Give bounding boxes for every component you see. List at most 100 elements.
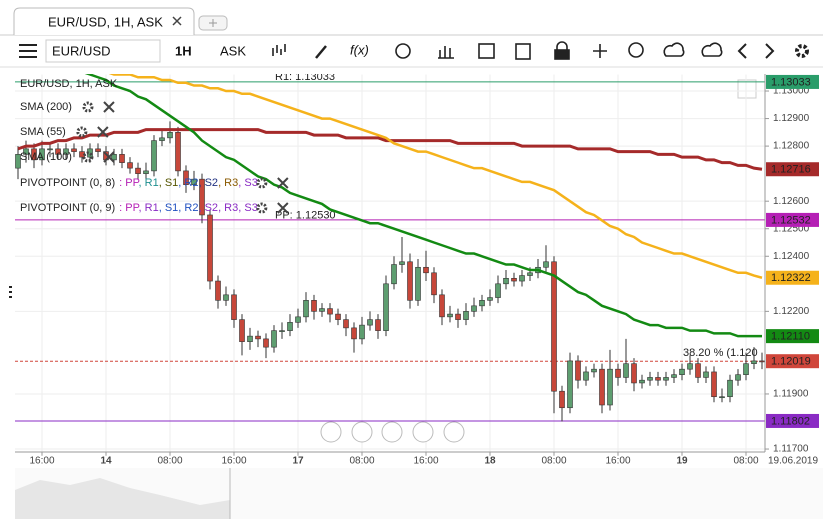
remove-icon[interactable] (277, 202, 289, 214)
interval-button[interactable]: 1H (175, 43, 192, 58)
pivot-level: , R2 (178, 177, 198, 189)
tab-title: EUR/USD, 1H, ASK (48, 14, 163, 29)
candle-body (663, 377, 669, 381)
pivot-level: , R1 (139, 202, 159, 214)
pivot-level: , S3 (238, 202, 258, 214)
upload-icon[interactable] (663, 42, 685, 57)
y-tick-label: 1.12500 (773, 223, 810, 234)
remove-icon[interactable] (277, 177, 289, 189)
info-icon[interactable] (395, 43, 411, 59)
next-button[interactable] (765, 43, 775, 59)
zoom-in[interactable] (412, 421, 434, 443)
lock-icon[interactable] (556, 41, 568, 50)
candle-body (47, 148, 53, 151)
candle-body (287, 322, 293, 331)
candle-body (639, 379, 645, 384)
settings-icon[interactable] (82, 151, 94, 163)
prev-button[interactable] (737, 43, 747, 59)
candle-body (167, 132, 173, 139)
menu-button[interactable] (19, 44, 37, 58)
date-label: 19.06.2019 (768, 456, 818, 467)
remove-icon[interactable] (103, 151, 115, 163)
candle-body (191, 178, 197, 185)
price-box (766, 270, 819, 285)
candle-body (503, 277, 509, 285)
candle-body (471, 305, 477, 312)
navigator-area (15, 478, 230, 519)
candle-body (751, 360, 757, 364)
y-tick-label: 1.12900 (773, 113, 810, 124)
candle-body (95, 148, 101, 152)
candle-body (623, 363, 629, 378)
reset[interactable] (381, 421, 403, 443)
tab-close[interactable] (172, 16, 182, 26)
price-box (766, 413, 819, 428)
price-box (766, 212, 819, 227)
y-tick-label: 1.12600 (773, 196, 810, 207)
indicator-icon[interactable] (438, 46, 454, 59)
candle-body (455, 313, 461, 320)
price-box (766, 329, 819, 344)
remove-icon[interactable] (103, 101, 115, 113)
candle-body (279, 330, 285, 332)
side-button[interactable]: ASK (220, 43, 246, 58)
x-tick-label: 19 (676, 455, 688, 466)
price-box-label: 1.12532 (771, 214, 811, 226)
chart-type-icon[interactable] (272, 44, 286, 56)
y-tick-label: 1.11900 (773, 389, 809, 400)
candle-body (335, 313, 341, 320)
candle-body (119, 154, 125, 163)
scroll-right[interactable] (443, 421, 465, 443)
candle-body (407, 261, 413, 301)
scroll-buttons (320, 421, 465, 443)
candle-body (63, 148, 69, 155)
settings-icon[interactable] (256, 202, 268, 214)
candle-body (479, 300, 485, 307)
candle-body (647, 377, 653, 381)
candle-body (23, 148, 29, 155)
candle-body (559, 390, 565, 409)
candle-body (439, 294, 445, 318)
candle-body (575, 360, 581, 381)
remove-icon[interactable] (97, 126, 109, 138)
legend-entry: PIVOTPOINT (0, 9): PP, R1, S1, R2, S2, R… (20, 202, 258, 214)
pivot-level: , R3 (218, 202, 238, 214)
candle-body (495, 283, 501, 298)
candle-body (31, 148, 37, 161)
candle-body (311, 300, 317, 312)
news-icon[interactable] (515, 43, 531, 60)
candle-body (519, 275, 525, 282)
candle-body (263, 338, 269, 348)
candle-body (367, 319, 373, 326)
tab[interactable] (13, 7, 195, 35)
scroll-left[interactable] (320, 421, 342, 443)
zoom-out[interactable] (351, 421, 373, 443)
pivot-level: , R1 (139, 177, 159, 189)
settings-icon[interactable] (82, 101, 94, 113)
zoom-icon[interactable] (628, 42, 644, 58)
candle-body (247, 335, 253, 342)
settings-icon[interactable] (256, 177, 268, 189)
candle-body (719, 396, 725, 399)
candle-body (383, 283, 389, 331)
annotation: PP: 1.12530 (275, 209, 336, 221)
candle-body (111, 154, 117, 161)
symbol-input[interactable] (45, 39, 161, 63)
download-icon[interactable] (701, 42, 723, 57)
crosshair-icon[interactable] (593, 44, 607, 58)
candle-body (231, 294, 237, 320)
draw-icon[interactable] (315, 45, 327, 59)
maximize-button[interactable] (737, 79, 757, 99)
function-button[interactable]: f(x) (350, 42, 369, 57)
candle-body (255, 335, 261, 340)
settings-icon[interactable] (795, 44, 809, 58)
x-tick-label: 08:00 (541, 455, 566, 466)
lock-body (554, 49, 570, 60)
candle-body (15, 154, 21, 169)
candle-body (711, 371, 717, 398)
candle-body (655, 377, 661, 381)
candle-body (447, 313, 453, 318)
calendar-icon[interactable] (478, 43, 495, 59)
settings-icon[interactable] (76, 126, 88, 138)
candle-body (583, 371, 589, 381)
